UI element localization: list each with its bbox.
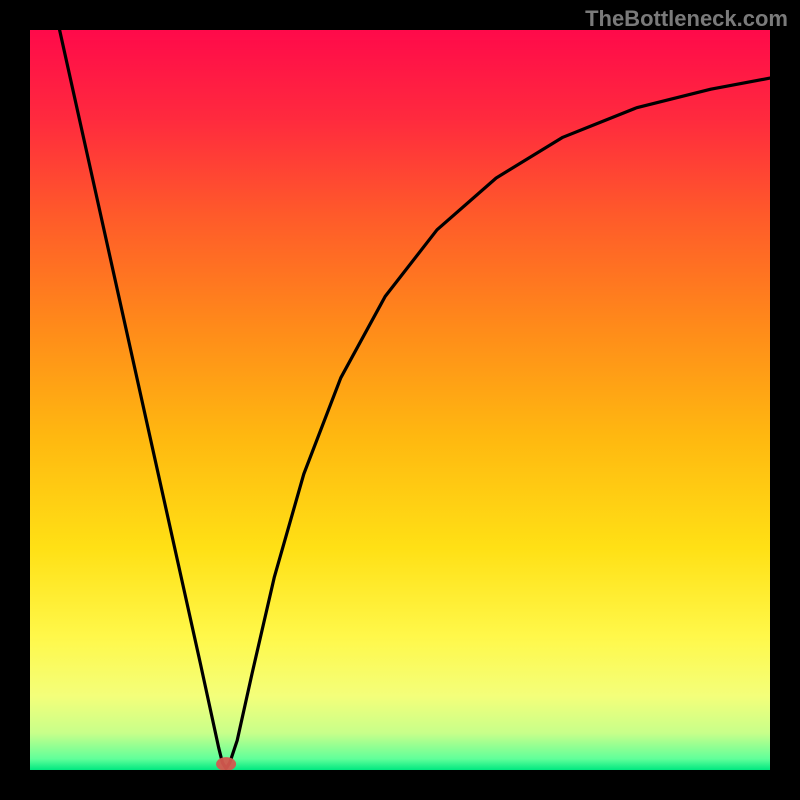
chart-container: TheBottleneck.com <box>0 0 800 800</box>
watermark-text: TheBottleneck.com <box>585 6 788 32</box>
minimum-marker <box>216 757 236 771</box>
bottleneck-chart <box>0 0 800 800</box>
